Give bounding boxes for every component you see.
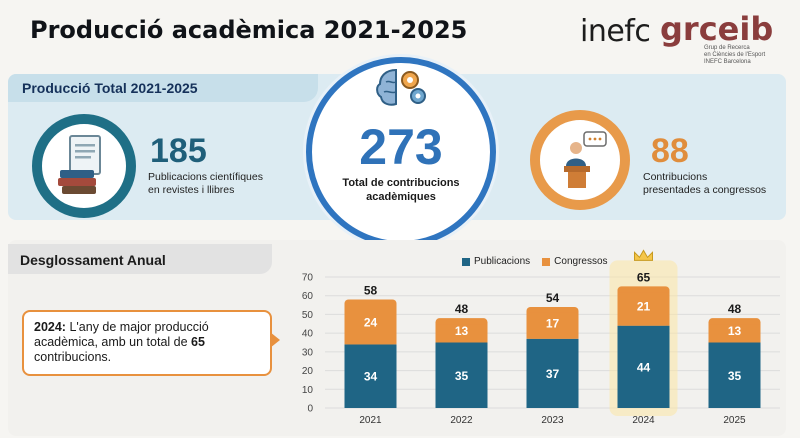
congresses-count: 88 — [651, 132, 689, 170]
page-title: Producció acadèmica 2021-2025 — [30, 16, 468, 44]
legend-swatch-publicacions — [462, 257, 470, 266]
publications-circle — [32, 114, 136, 218]
bar-segment-publicacions — [617, 325, 670, 408]
bar-value-label: 13 — [455, 324, 469, 338]
bar-segment-publicacions — [708, 342, 761, 408]
annual-panel-heading: Desglossament Anual — [20, 252, 166, 268]
congresses-label-2: presentades a congressos — [643, 184, 767, 196]
bar-segment-publicacions — [526, 338, 579, 408]
legend-label-congressos: Congressos — [554, 256, 608, 267]
y-tick-label: 0 — [307, 404, 313, 415]
y-tick-label: 50 — [302, 310, 314, 321]
annual-panel-header — [8, 244, 272, 274]
bar-segment-publicacions — [344, 344, 397, 408]
bar-segment-publicacions — [435, 342, 488, 408]
publications-label-1: Publicacions científiques — [148, 171, 263, 183]
grceib-logo-subtitle: Grup de Recerca en Ciències de l'Esport … — [704, 45, 800, 66]
bar-segment-fill — [708, 324, 761, 343]
bar-total-label: 65 — [637, 270, 651, 284]
legend-item-publicacions: Publicacions — [462, 256, 530, 267]
bar-total-label: 58 — [364, 283, 378, 297]
chart-legend: Publicacions Congressos — [462, 256, 608, 267]
x-tick-label: 2022 — [450, 415, 473, 426]
bar-segment-fill — [526, 312, 579, 339]
y-tick-label: 20 — [302, 366, 314, 377]
bar-segment-fill — [435, 324, 488, 343]
total-panel-heading: Producció Total 2021-2025 — [22, 80, 198, 96]
bar-value-label: 35 — [728, 369, 742, 383]
bar-value-label: 34 — [364, 370, 378, 384]
inefc-logo: inefc — [580, 14, 651, 49]
bar-segment-fill — [617, 292, 670, 326]
highlight-note: 2024: L'any de major producció acadèmica… — [22, 310, 272, 376]
bar-value-label: 44 — [637, 360, 651, 374]
x-tick-label: 2023 — [541, 415, 564, 426]
brain-gears-icon — [376, 68, 426, 106]
total-label-2: acadèmiques — [366, 191, 436, 203]
y-tick-label: 10 — [302, 385, 314, 396]
bar-value-label: 21 — [637, 300, 651, 314]
x-tick-label: 2024 — [632, 415, 655, 426]
speaker-podium-icon — [564, 131, 607, 188]
publications-label-2: en revistes i llibres — [148, 184, 235, 196]
total-contributions-description: Total de contribucions acadèmiques — [306, 176, 496, 204]
publications-count: 185 — [150, 132, 207, 170]
y-tick-label: 30 — [302, 347, 314, 358]
bar-value-label: 17 — [546, 316, 560, 330]
congresses-description: Contribucions presentades a congressos — [643, 171, 783, 197]
logo-sub-line-1: Grup de Recerca — [704, 45, 750, 51]
document-books-icon — [58, 135, 101, 194]
legend-label-publicacions: Publicacions — [474, 256, 531, 267]
y-tick-label: 60 — [302, 291, 314, 302]
note-text-1: L'any de major producció acadèmica, amb … — [34, 320, 209, 349]
congresses-label-1: Contribucions — [643, 171, 708, 183]
y-tick-label: 40 — [302, 329, 314, 340]
bar-value-label: 24 — [364, 315, 378, 329]
logo-sub-line-3: INEFC Barcelona — [704, 59, 751, 65]
grceib-logo: grceib — [660, 10, 774, 48]
bar-total-label: 48 — [728, 302, 742, 316]
bar-value-label: 13 — [728, 324, 742, 338]
note-total: 65 — [191, 335, 205, 349]
bar-segment-fill — [344, 305, 397, 345]
note-text-2: contribucions. — [34, 350, 112, 364]
legend-item-congressos: Congressos — [542, 256, 608, 267]
bar-value-label: 35 — [455, 369, 469, 383]
y-tick-label: 70 — [302, 273, 314, 284]
bar-total-label: 48 — [455, 302, 469, 316]
total-label-1: Total de contribucions — [342, 177, 460, 189]
crown-icon — [634, 249, 653, 261]
legend-swatch-congressos — [542, 257, 551, 266]
total-contributions-count: 273 — [359, 119, 443, 175]
publications-description: Publicacions científiques en revistes i … — [148, 171, 298, 197]
note-pointer — [270, 332, 280, 348]
note-year: 2024: — [34, 320, 66, 334]
x-tick-label: 2021 — [359, 415, 382, 426]
logo-sub-line-2: en Ciències de l'Esport — [704, 52, 766, 58]
bar-value-label: 37 — [546, 367, 560, 381]
x-tick-label: 2025 — [723, 415, 746, 426]
total-panel-header — [8, 74, 318, 102]
bar-total-label: 54 — [546, 291, 560, 305]
